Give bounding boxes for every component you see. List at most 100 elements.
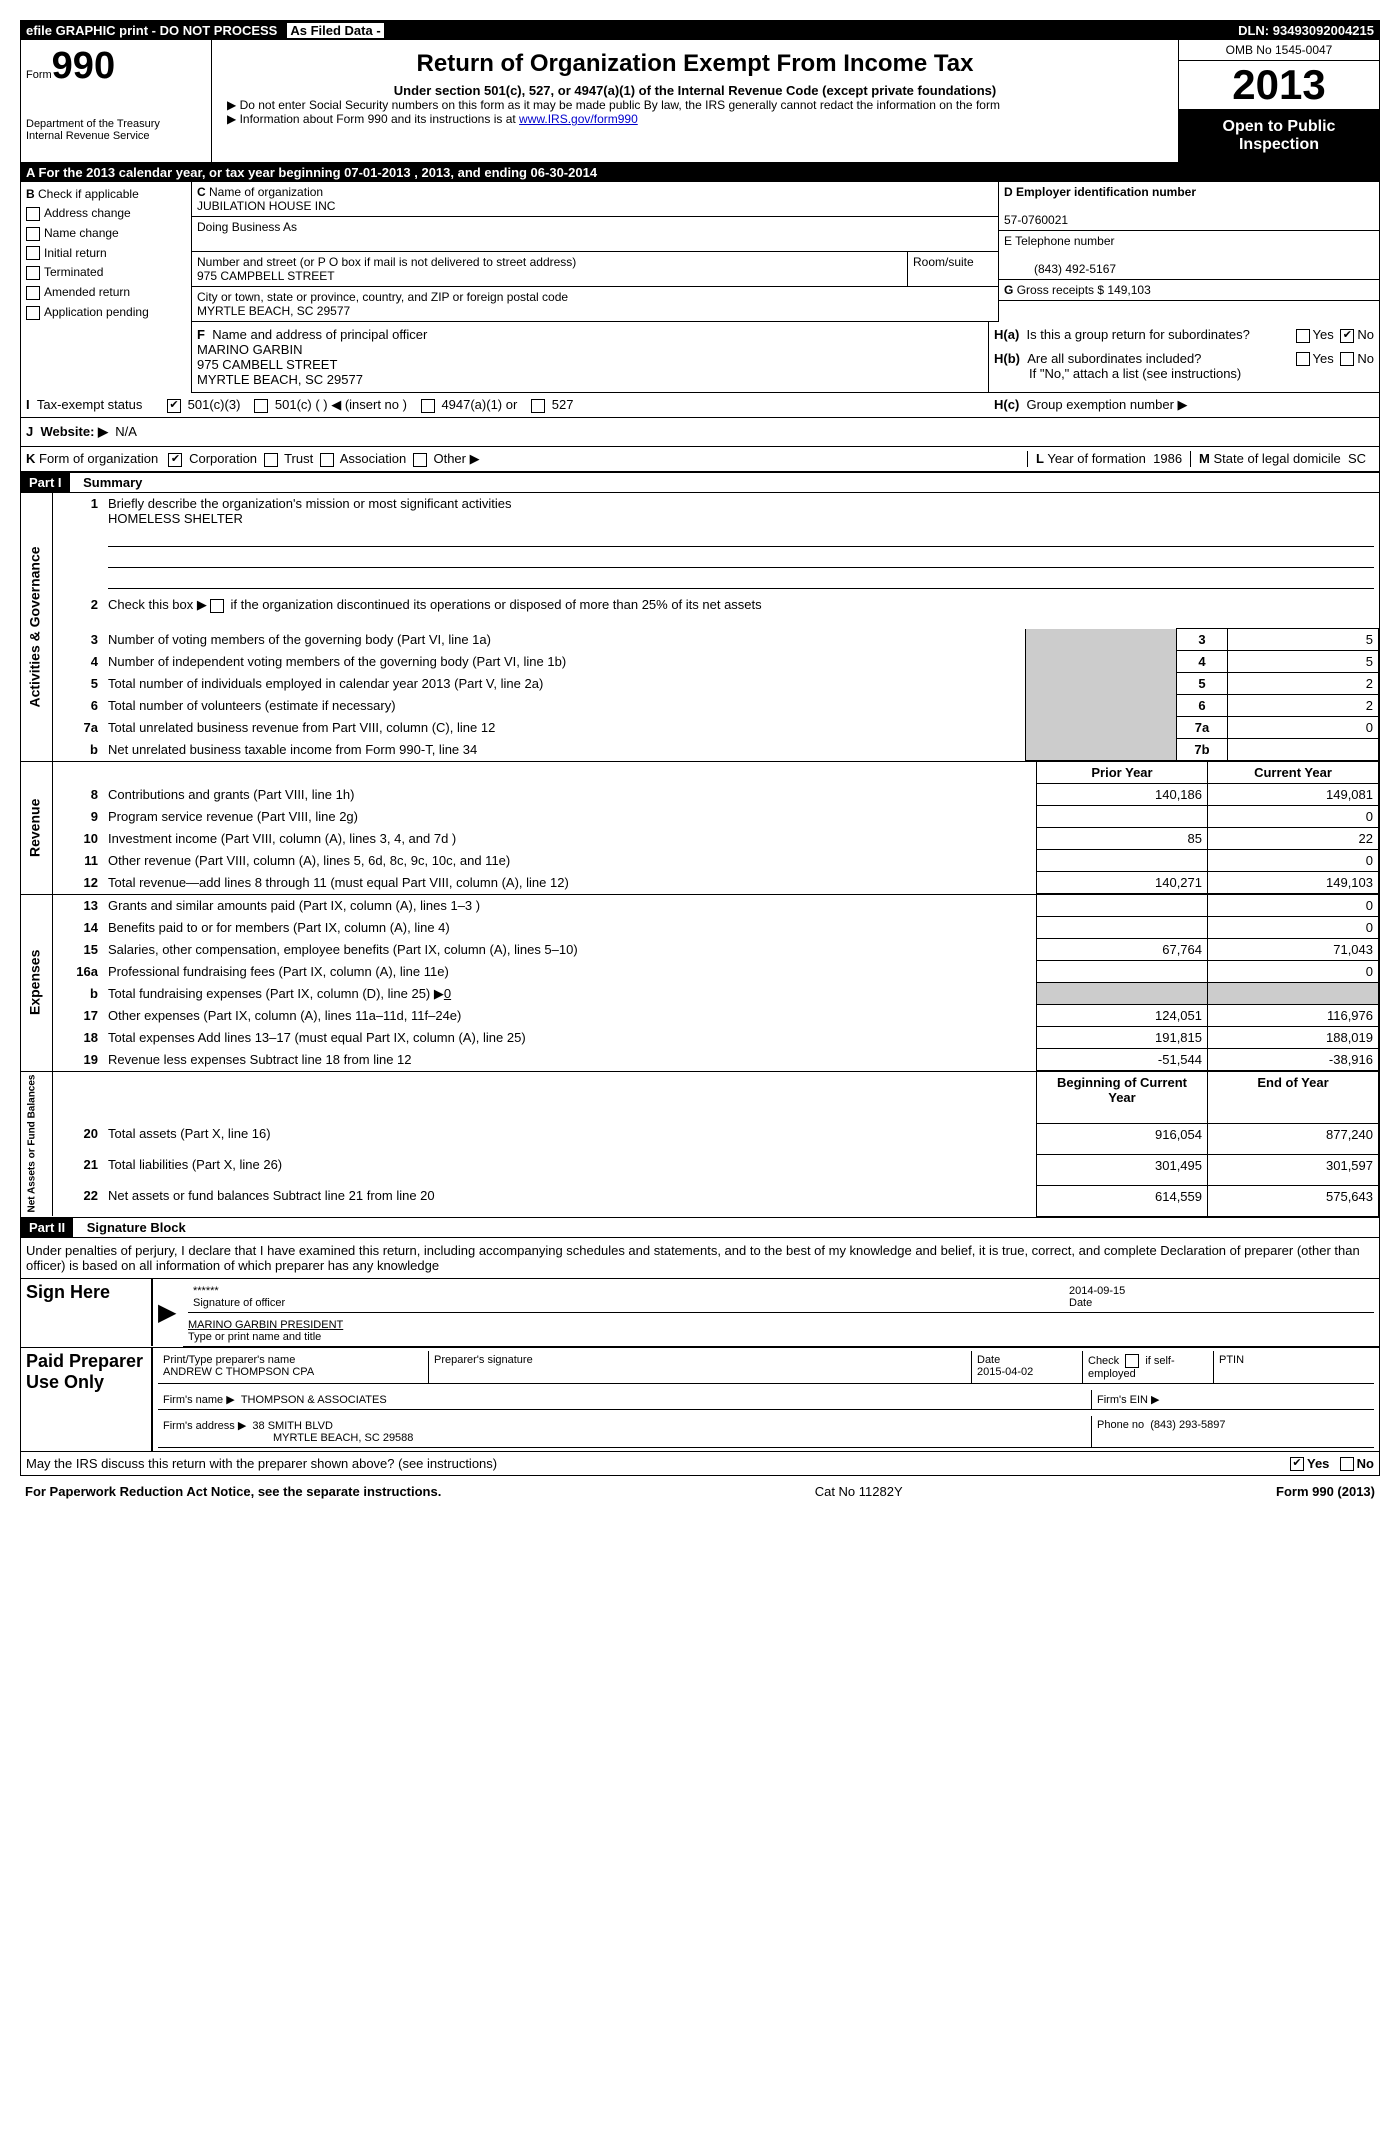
line-7b-num: b <box>53 739 104 761</box>
governance-label: Activities & Governance <box>21 493 53 761</box>
line-1-text: Briefly describe the organization's miss… <box>108 496 511 511</box>
city-label: City or town, state or province, country… <box>197 290 568 304</box>
hb-text: Are all subordinates included? <box>1027 351 1201 366</box>
officer-street: 975 CAMBELL STREET <box>197 357 337 372</box>
527-checkbox[interactable] <box>531 399 545 413</box>
prep-name-label: Print/Type preparer's name <box>163 1354 295 1366</box>
line-5-val: 2 <box>1228 673 1379 695</box>
firm-phone-label: Phone no <box>1097 1419 1144 1431</box>
line-19-text: Revenue less expenses Subtract line 18 f… <box>103 1049 1037 1071</box>
line-8-cy: 149,081 <box>1208 784 1379 806</box>
l-text: Year of formation <box>1047 451 1146 466</box>
hb-no-checkbox[interactable] <box>1340 352 1354 366</box>
g-label: G <box>1004 283 1013 297</box>
line-20-cy: 877,240 <box>1208 1123 1379 1154</box>
501c3-checkbox[interactable] <box>167 399 181 413</box>
check-applicable: Check if applicable <box>38 187 139 201</box>
paid-preparer-label: Paid Preparer Use Only <box>21 1347 152 1451</box>
line-14-text: Benefits paid to or for members (Part IX… <box>103 917 1037 939</box>
line-21-text: Total liabilities (Part X, line 26) <box>103 1154 1037 1185</box>
col-b-label: B <box>26 187 35 201</box>
assoc-label: Association <box>340 451 406 466</box>
line-8-text: Contributions and grants (Part VIII, lin… <box>103 784 1037 806</box>
checkbox-address-change[interactable] <box>26 207 40 221</box>
gross-label: Gross receipts $ <box>1017 283 1104 297</box>
self-emp-checkbox[interactable] <box>1125 1354 1139 1368</box>
501c-label: 501(c) ( ) ◀ (insert no ) <box>275 397 407 412</box>
hb-note: If "No," attach a list (see instructions… <box>994 366 1374 381</box>
discuss-yes-checkbox[interactable] <box>1290 1457 1304 1471</box>
line-15-py: 67,764 <box>1037 939 1208 961</box>
summary-table: Activities & Governance 1 Briefly descri… <box>21 493 1379 761</box>
ha-yes-checkbox[interactable] <box>1296 329 1310 343</box>
assoc-checkbox[interactable] <box>320 453 334 467</box>
form-subtitle: Under section 501(c), 527, or 4947(a)(1)… <box>217 83 1173 98</box>
prep-date: 2015-04-02 <box>977 1366 1033 1378</box>
label-pending: Application pending <box>44 305 149 319</box>
k-label: K <box>26 451 35 466</box>
line-16b-text: Total fundraising expenses (Part IX, col… <box>108 986 444 1001</box>
checkbox-initial-return[interactable] <box>26 246 40 260</box>
ha-text: Is this a group return for subordinates? <box>1027 327 1250 342</box>
line-10-cy: 22 <box>1208 828 1379 850</box>
line-11-cy: 0 <box>1208 850 1379 872</box>
tax-year: 2013 <box>1179 61 1379 110</box>
label-address-change: Address change <box>44 206 131 220</box>
label-terminated: Terminated <box>44 265 103 279</box>
discuss-no-checkbox[interactable] <box>1340 1457 1354 1471</box>
line-15-cy: 71,043 <box>1208 939 1379 961</box>
firm-name-label: Firm's name ▶ <box>163 1394 235 1406</box>
hb-yes-checkbox[interactable] <box>1296 352 1310 366</box>
firm-addr2: MYRTLE BEACH, SC 29588 <box>163 1432 413 1444</box>
line-15-text: Salaries, other compensation, employee b… <box>103 939 1037 961</box>
line-19-num: 19 <box>53 1049 104 1071</box>
4947-label: 4947(a)(1) or <box>441 397 517 412</box>
line-21-cy: 301,597 <box>1208 1154 1379 1185</box>
checkbox-name-change[interactable] <box>26 227 40 241</box>
line-18-py: 191,815 <box>1037 1027 1208 1049</box>
line-10-py: 85 <box>1037 828 1208 850</box>
hc-label: H(c) <box>994 397 1019 412</box>
corp-checkbox[interactable] <box>168 453 182 467</box>
trust-checkbox[interactable] <box>264 453 278 467</box>
4947-checkbox[interactable] <box>421 399 435 413</box>
checkbox-terminated[interactable] <box>26 266 40 280</box>
paid-preparer-block: Paid Preparer Use Only Print/Type prepar… <box>21 1347 1379 1451</box>
other-checkbox[interactable] <box>413 453 427 467</box>
form-number: 990 <box>52 45 115 87</box>
line-13-num: 13 <box>53 895 104 917</box>
firm-name: THOMPSON & ASSOCIATES <box>241 1394 387 1406</box>
line-22-py: 614,559 <box>1037 1185 1208 1216</box>
org-city: MYRTLE BEACH, SC 29577 <box>197 304 350 318</box>
checkbox-pending[interactable] <box>26 306 40 320</box>
line-15-num: 15 <box>53 939 104 961</box>
527-label: 527 <box>552 397 574 412</box>
501c-checkbox[interactable] <box>254 399 268 413</box>
sig-date: 2014-09-15 <box>1069 1285 1125 1297</box>
line-4-val: 5 <box>1228 651 1379 673</box>
checkbox-amended[interactable] <box>26 286 40 300</box>
l-label: L <box>1036 451 1044 466</box>
footer: For Paperwork Reduction Act Notice, see … <box>20 1476 1380 1507</box>
corp-label: Corporation <box>189 451 257 466</box>
irs-link[interactable]: www.IRS.gov/form990 <box>519 112 638 126</box>
line-4-text: Number of independent voting members of … <box>103 651 1026 673</box>
revenue-label: Revenue <box>21 762 53 894</box>
org-name-label: Name of organization <box>209 185 323 199</box>
revenue-table: Revenue Prior Year Current Year 8Contrib… <box>21 761 1379 894</box>
line-6-box: 6 <box>1177 695 1228 717</box>
line-9-cy: 0 <box>1208 806 1379 828</box>
line-13-text: Grants and similar amounts paid (Part IX… <box>103 895 1037 917</box>
sign-arrow-icon: ▶ <box>152 1278 183 1346</box>
ha-no-checkbox[interactable] <box>1340 329 1354 343</box>
efile-notice: efile GRAPHIC print - DO NOT PROCESS <box>26 23 277 38</box>
omb-number: OMB No 1545-0047 <box>1179 40 1379 61</box>
line-21-num: 21 <box>53 1154 104 1185</box>
discontinued-checkbox[interactable] <box>210 599 224 613</box>
firm-phone: (843) 293-5897 <box>1150 1419 1225 1431</box>
line-8-py: 140,186 <box>1037 784 1208 806</box>
line-12-cy: 149,103 <box>1208 872 1379 894</box>
irs-label: Internal Revenue Service <box>26 130 206 142</box>
ssn-note: Do not enter Social Security numbers on … <box>217 98 1173 112</box>
open-inspection: Open to Public Inspection <box>1179 110 1379 162</box>
